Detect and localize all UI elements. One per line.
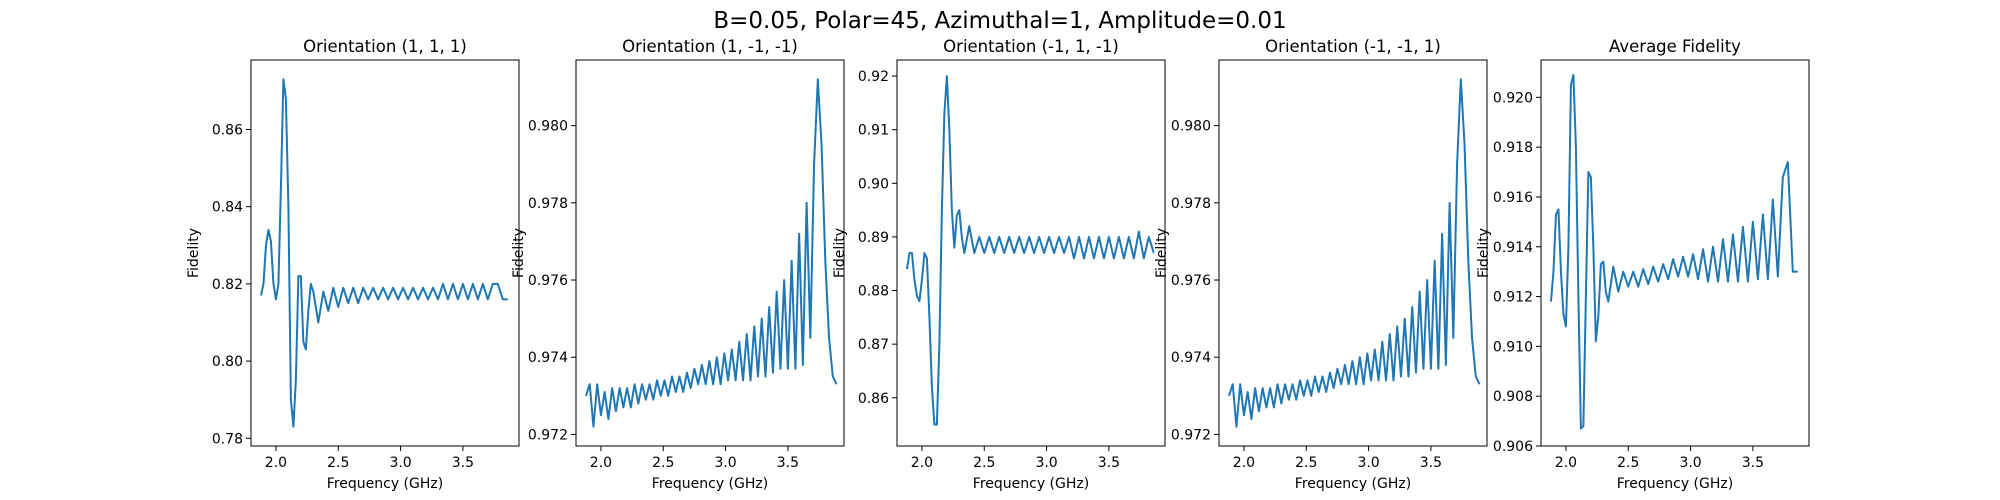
x-tick-label: 2.0 xyxy=(1233,455,1255,471)
x-tick-label: 3.5 xyxy=(1098,455,1120,471)
x-tick-label: 2.5 xyxy=(1295,455,1317,471)
x-tick-label: 3.0 xyxy=(1679,455,1701,471)
y-tick-label: 0.87 xyxy=(858,337,889,353)
plot-frame xyxy=(896,59,1166,447)
series-line-1 xyxy=(1549,73,1798,430)
x-tick-label: 2.5 xyxy=(652,455,674,471)
x-tick-label: 2.0 xyxy=(265,455,287,471)
y-tick-label: 0.90 xyxy=(858,176,889,192)
y-tick-label: 0.92 xyxy=(858,69,889,85)
y-tick-label: 0.978 xyxy=(528,196,568,212)
y-axis-label: Fidelity xyxy=(511,228,527,278)
x-tick-label: 3.0 xyxy=(389,455,411,471)
x-tick-label: 2.0 xyxy=(1555,455,1577,471)
x-tick-label: 3.0 xyxy=(1357,455,1379,471)
series-line-1 xyxy=(585,78,838,428)
subplot-grid: Orientation (1, 1, 1) 2.0 2.5 3.0 3.5 0.78 0.8… xyxy=(186,37,1810,492)
x-tick-label: 3.5 xyxy=(1420,455,1442,471)
plot-frame xyxy=(250,59,520,447)
x-tick-label: 3.0 xyxy=(1035,455,1057,471)
x-axis-label: Frequency (GHz) xyxy=(1617,476,1733,492)
y-tick-label: 0.78 xyxy=(212,431,243,447)
y-tick-label: 0.86 xyxy=(858,391,889,407)
subplot-3: Orientation (-1, 1, -1) 2.0 2.5 3.0 3.5 0.86 0… xyxy=(832,37,1166,492)
subplot-2: Orientation (1, -1, -1) 2.0 2.5 3.0 3.5 0.972… xyxy=(511,37,845,492)
plot-frame xyxy=(575,59,845,447)
series-line-1 xyxy=(905,75,1155,426)
y-tick-label: 0.980 xyxy=(1171,119,1211,135)
y-tick-label: 0.920 xyxy=(1493,90,1533,106)
subplot-1: Orientation (1, 1, 1) 2.0 2.5 3.0 3.5 0.78 0.8… xyxy=(186,37,520,492)
plot-frame xyxy=(1540,59,1810,447)
y-tick-label: 0.916 xyxy=(1493,190,1533,206)
plot-frame xyxy=(1218,59,1488,447)
y-tick-label: 0.972 xyxy=(528,427,568,443)
y-tick-label: 0.906 xyxy=(1493,439,1533,455)
subplot-5: Average Fidelity 2.0 2.5 3.0 3.5 0.906 0.908 0.… xyxy=(1476,37,1810,492)
y-axis-label: Fidelity xyxy=(1154,228,1170,278)
y-axis-label: Fidelity xyxy=(1476,228,1492,278)
x-tick-label: 3.5 xyxy=(452,455,474,471)
x-tick-label: 2.0 xyxy=(911,455,933,471)
x-tick-label: 2.5 xyxy=(327,455,349,471)
y-tick-label: 0.91 xyxy=(858,123,889,139)
y-tick-label: 0.86 xyxy=(212,122,243,138)
subplot-title: Average Fidelity xyxy=(1609,37,1741,56)
y-tick-label: 0.980 xyxy=(528,119,568,135)
y-tick-label: 0.918 xyxy=(1493,140,1533,156)
x-axis-label: Frequency (GHz) xyxy=(1295,476,1411,492)
y-tick-label: 0.910 xyxy=(1493,339,1533,355)
figure-suptitle: B=0.05, Polar=45, Azimuthal=1, Amplitude… xyxy=(713,8,1286,34)
subplot-title: Orientation (1, 1, 1) xyxy=(303,37,467,56)
subplot-title: Orientation (1, -1, -1) xyxy=(622,37,798,56)
x-axis-label: Frequency (GHz) xyxy=(652,476,768,492)
series-line-1 xyxy=(1228,78,1481,428)
y-tick-label: 0.88 xyxy=(858,284,889,300)
subplot-4: Orientation (-1, -1, 1) 2.0 2.5 3.0 3.5 0.972… xyxy=(1154,37,1488,492)
y-tick-label: 0.976 xyxy=(1171,273,1211,289)
y-tick-label: 0.974 xyxy=(1171,350,1211,366)
x-tick-label: 2.5 xyxy=(973,455,995,471)
y-tick-label: 0.912 xyxy=(1493,290,1533,306)
x-tick-label: 2.5 xyxy=(1617,455,1639,471)
y-axis-label: Fidelity xyxy=(186,228,202,278)
y-tick-label: 0.972 xyxy=(1171,427,1211,443)
y-tick-label: 0.89 xyxy=(858,230,889,246)
y-tick-label: 0.974 xyxy=(528,350,568,366)
x-tick-label: 3.5 xyxy=(777,455,799,471)
x-axis-label: Frequency (GHz) xyxy=(327,476,443,492)
x-axis-label: Frequency (GHz) xyxy=(973,476,1089,492)
y-tick-label: 0.908 xyxy=(1493,389,1533,405)
y-axis-label: Fidelity xyxy=(832,228,848,278)
y-tick-label: 0.84 xyxy=(212,200,243,216)
y-tick-label: 0.976 xyxy=(528,273,568,289)
x-tick-label: 3.0 xyxy=(714,455,736,471)
y-tick-label: 0.80 xyxy=(212,354,243,370)
y-tick-label: 0.978 xyxy=(1171,196,1211,212)
y-tick-label: 0.914 xyxy=(1493,240,1533,256)
series-line-1 xyxy=(259,78,508,428)
x-tick-label: 2.0 xyxy=(590,455,612,471)
x-tick-label: 3.5 xyxy=(1742,455,1764,471)
subplot-title: Orientation (-1, -1, 1) xyxy=(1265,37,1441,56)
y-tick-label: 0.82 xyxy=(212,277,243,293)
subplot-title: Orientation (-1, 1, -1) xyxy=(943,37,1119,56)
